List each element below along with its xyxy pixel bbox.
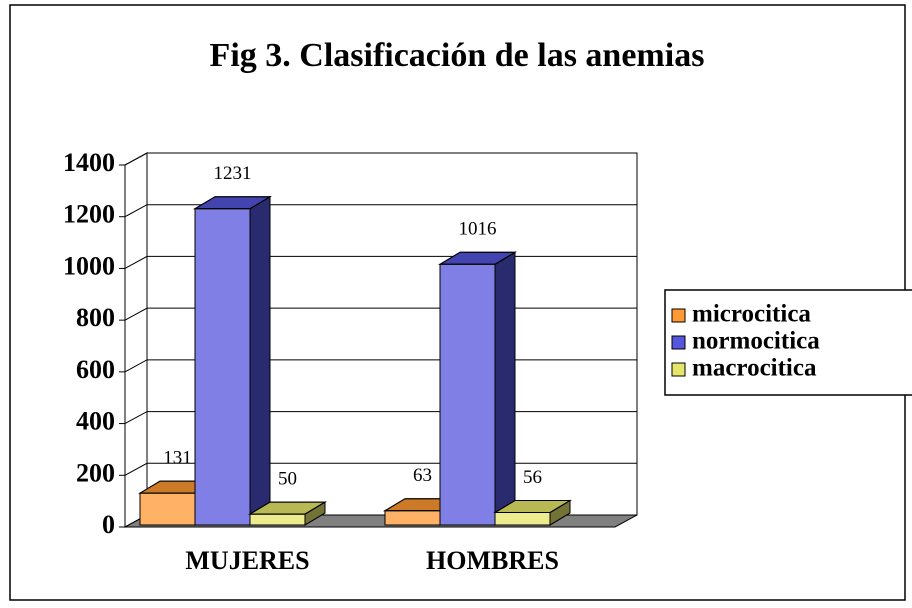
- bar-front-light: [139, 492, 196, 526]
- bar: [193, 195, 272, 526]
- side-wall: [124, 152, 148, 528]
- legend-swatch: [671, 362, 686, 377]
- y-tick-label: 1400: [63, 148, 115, 177]
- y-tick-label: 0: [102, 510, 115, 539]
- grid-line: [124, 152, 637, 166]
- legend-swatch: [671, 335, 686, 350]
- value-label: 1016: [459, 219, 497, 240]
- legend-label: microcitica: [692, 301, 811, 328]
- legend-label: macrocitica: [692, 355, 817, 382]
- value-label: 1231: [214, 163, 252, 184]
- legend-swatch: [671, 308, 686, 323]
- value-label: 50: [278, 468, 297, 489]
- legend-label: normocitica: [692, 328, 820, 355]
- y-tick-label: 400: [76, 407, 115, 436]
- bar: [248, 501, 327, 526]
- x-tick-label: MUJERES: [185, 546, 309, 575]
- bar-front-light: [494, 512, 551, 526]
- bar-side-shade: [494, 251, 516, 526]
- y-tick-label: 600: [76, 355, 115, 384]
- bar: [438, 251, 517, 526]
- legend: [664, 289, 912, 396]
- bar-side-shade: [249, 195, 271, 526]
- bar-front-light: [194, 208, 251, 526]
- y-tick-label: 200: [76, 458, 115, 487]
- y-tick-label: 1000: [63, 251, 115, 280]
- y-tick-label: 800: [76, 303, 115, 332]
- chart-title: Fig 3. Clasificación de las anemias: [210, 37, 705, 74]
- value-label: 63: [413, 465, 432, 486]
- value-label: 56: [523, 467, 542, 488]
- bar-front-light: [384, 510, 441, 526]
- value-label: 131: [163, 447, 192, 468]
- x-tick-label: HOMBRES: [426, 546, 559, 575]
- y-tick-label: 1200: [63, 200, 115, 229]
- bar-front-light: [249, 513, 306, 526]
- bar-front-light: [439, 263, 496, 526]
- grid-line: [124, 204, 637, 218]
- bar: [493, 499, 572, 526]
